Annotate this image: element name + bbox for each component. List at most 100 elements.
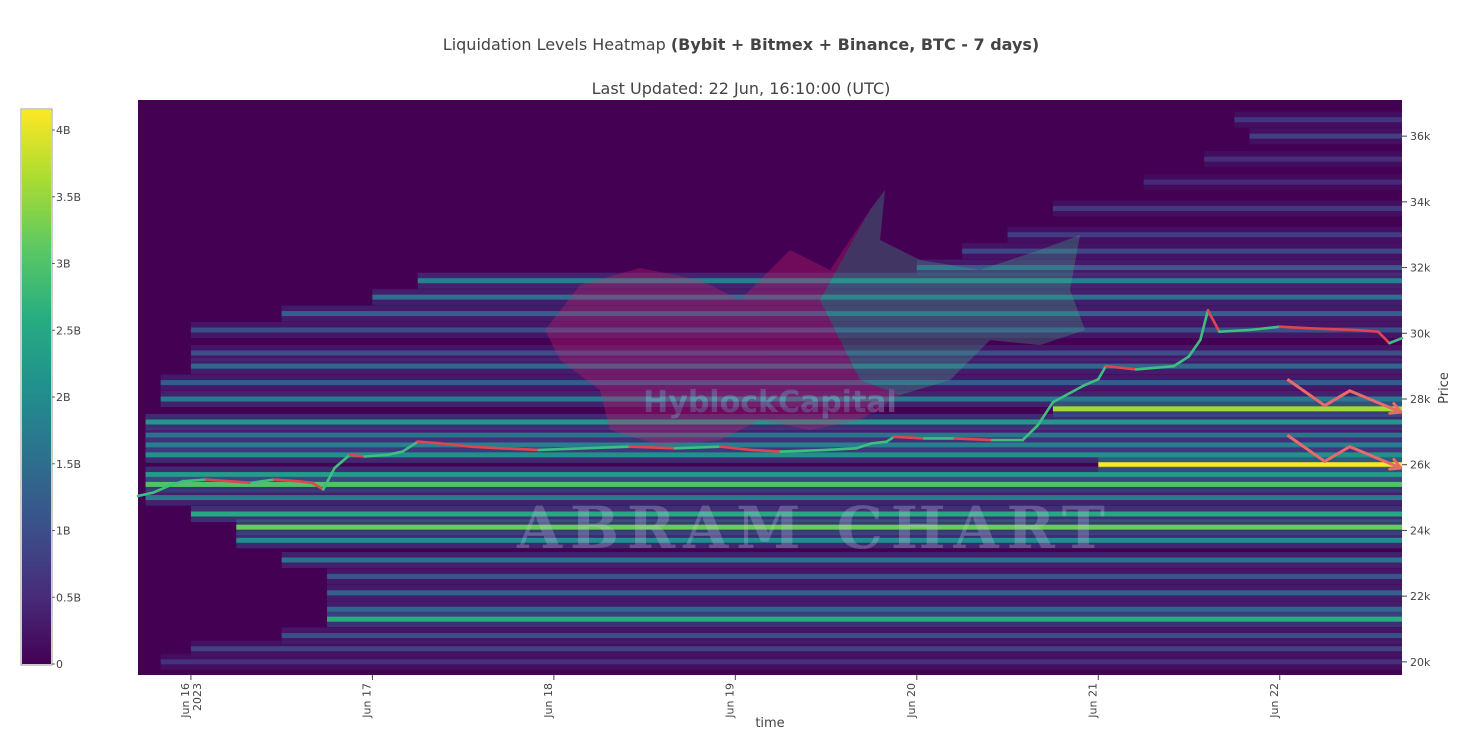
heat-band — [281, 557, 1402, 563]
annotation-arrows — [1286, 378, 1403, 471]
watermark-layer: HyblockCapital ABRAM CHART — [516, 190, 1105, 562]
x-tick-label: Jun 19 — [723, 683, 736, 719]
x-tick-label-group: Jun 17 — [360, 683, 373, 719]
heat-band — [236, 537, 1402, 543]
annotation-arrowhead — [1388, 402, 1403, 415]
chart-subtitle: Last Updated: 22 Jun, 16:10:00 (UTC) — [592, 79, 891, 98]
price-segment — [718, 445, 752, 452]
x-tick-label: Jun 18 — [542, 683, 555, 719]
y-tick-label: 34k — [1410, 196, 1431, 209]
x-tick-label: Jun 22 — [1268, 683, 1281, 719]
heat-band — [1234, 117, 1402, 123]
x-tick-label-group: Jun 16 2023 — [179, 683, 204, 719]
heat-band — [190, 363, 1403, 369]
heat-band — [160, 380, 1402, 386]
price-segment — [1081, 377, 1100, 388]
price-segment — [310, 481, 325, 491]
price-segment — [1021, 423, 1040, 442]
chart-title-prefix: Liquidation Levels Heatmap — [443, 35, 671, 54]
price-segment — [333, 453, 352, 470]
price-segment — [1217, 328, 1251, 333]
annotation-arrow — [1286, 378, 1402, 414]
watermark-hyblock: HyblockCapital — [643, 385, 897, 420]
colorbar-frame — [20, 108, 53, 666]
price-segment — [227, 479, 253, 485]
price-segment — [363, 453, 389, 458]
heat-band — [160, 396, 1402, 402]
price-segment — [673, 445, 722, 450]
heatmap-bands — [145, 111, 1403, 670]
heat-band — [1007, 232, 1402, 238]
heat-band — [145, 495, 1403, 501]
x-tick-label-group: Jun 21 — [1086, 683, 1099, 719]
price-segment — [136, 491, 155, 498]
price-segment — [1036, 400, 1055, 427]
chart-title: Liquidation Levels Heatmap (Bybit + Bitm… — [443, 35, 1039, 54]
heat-band — [145, 452, 1403, 458]
colorbar-tick-label: 3.5B — [56, 191, 81, 204]
y-tick-label: 20k — [1410, 656, 1431, 669]
annotation-arrow — [1286, 433, 1402, 470]
heat-band — [327, 616, 1402, 622]
x-tick-label-group: Jun 20 — [905, 683, 918, 719]
heat-band — [1204, 156, 1402, 162]
y-tick-label: 36k — [1410, 130, 1431, 143]
y-axis-label: Price — [1437, 372, 1452, 404]
heat-band — [417, 278, 1403, 284]
price-segment — [272, 478, 299, 483]
price-segment — [348, 453, 367, 458]
colorbar-tick-label: 1.5B — [56, 458, 81, 471]
price-segment — [1278, 325, 1312, 330]
heat-band — [1098, 462, 1402, 468]
colorbar-tick-label: 0 — [56, 658, 63, 671]
x-tick-label-group: Jun 19 — [723, 683, 736, 719]
price-segment — [439, 442, 472, 448]
price-series — [136, 308, 1404, 498]
price-segment — [1388, 336, 1404, 345]
y-tick-label: 24k — [1410, 524, 1431, 537]
price-segment — [1051, 384, 1085, 404]
price-segment — [749, 448, 783, 453]
y-tick-label: 22k — [1410, 590, 1431, 603]
heat-band — [372, 294, 1403, 300]
x-tick-label-group: Jun 22 — [1268, 683, 1281, 719]
heat-band — [1143, 179, 1402, 185]
x-tick-label: Jun 21 — [1086, 683, 1099, 719]
heat-band — [190, 350, 1403, 356]
y-axis: 20k 22k 24k 26k 28k 30k 32k 34k 36k — [1402, 130, 1431, 669]
price-segment — [469, 445, 503, 450]
x-axis-label: time — [755, 716, 784, 731]
price-segment — [824, 446, 858, 452]
price-segment — [1096, 364, 1108, 381]
price-segment — [321, 466, 336, 491]
price-segment — [151, 484, 170, 494]
bull-logo-overlay — [820, 190, 1085, 395]
colorbar-tick-label: 4B — [56, 124, 71, 137]
heat-band — [190, 511, 1403, 517]
heat-band — [145, 442, 1403, 448]
heat-band — [327, 606, 1402, 612]
price-segment — [1134, 364, 1176, 371]
price-segment — [537, 446, 586, 452]
heat-band — [1249, 133, 1402, 139]
colorbar-tick-label: 2B — [56, 391, 71, 404]
price-segment — [204, 478, 231, 483]
y-tick-label: 28k — [1410, 393, 1431, 406]
x-tick-label: Jun 20 — [905, 683, 918, 719]
colorbar-tick-label: 3B — [56, 258, 71, 271]
colorbar-gradient — [22, 110, 51, 664]
y-tick-label: 30k — [1410, 327, 1431, 340]
heat-band — [962, 248, 1402, 254]
price-segment — [779, 448, 828, 453]
colorbar-tick-label: 0.5B — [56, 591, 81, 604]
price-segment — [628, 445, 677, 450]
x-axis: Jun 16 2023 Jun 17 Jun 18 Jun 19 Jun 20 Jun 21… — [179, 675, 1281, 719]
y-tick-label: 32k — [1410, 262, 1431, 275]
price-segment — [1308, 327, 1357, 332]
heat-band — [145, 432, 1403, 438]
x-tick-label: Jun 17 — [360, 683, 373, 719]
price-segment — [1354, 328, 1380, 333]
heat-band — [327, 590, 1402, 596]
price-segment — [1104, 364, 1138, 371]
